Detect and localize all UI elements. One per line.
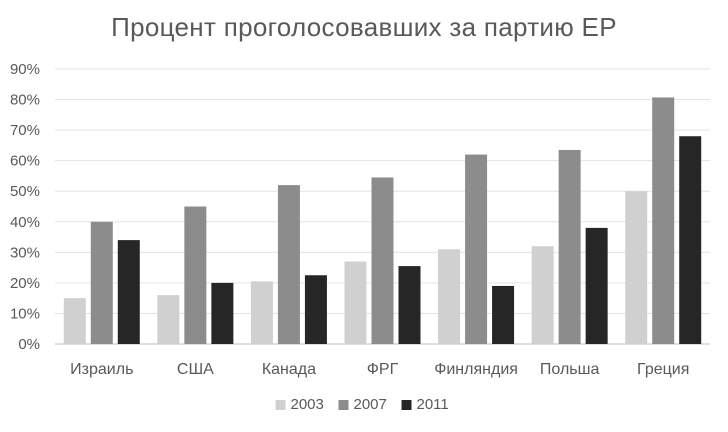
- bar: [157, 295, 180, 344]
- bar: [585, 227, 608, 344]
- legend-label: 2007: [354, 396, 387, 413]
- y-tick-label: 20%: [10, 275, 40, 292]
- category-label: Израиль: [70, 361, 133, 378]
- bar: [184, 206, 207, 344]
- y-tick-label: 40%: [10, 214, 40, 231]
- bar: [250, 281, 273, 344]
- bar: [679, 136, 702, 344]
- bar: [63, 298, 86, 344]
- y-tick-label: 10%: [10, 305, 40, 322]
- bar: [465, 154, 488, 344]
- bar: [211, 282, 234, 344]
- category-label: Греция: [637, 361, 689, 378]
- legend-label: 2003: [291, 396, 324, 413]
- bar: [492, 285, 515, 344]
- bar: [625, 191, 648, 344]
- legend-label: 2011: [417, 396, 449, 413]
- y-tick-label: 50%: [10, 183, 40, 200]
- legend-swatch: [401, 400, 412, 410]
- legend-swatch: [275, 400, 286, 410]
- bar: [117, 240, 140, 344]
- category-label: США: [177, 361, 214, 378]
- bar: [398, 266, 421, 344]
- y-tick-label: 90%: [10, 61, 40, 78]
- legend-swatch: [338, 400, 349, 410]
- category-label: ФРГ: [367, 361, 399, 378]
- y-tick-label: 30%: [10, 244, 40, 261]
- y-tick-label: 60%: [10, 153, 40, 170]
- y-tick-label: 80%: [10, 92, 40, 109]
- y-tick-label: 0%: [18, 336, 40, 353]
- bar: [438, 249, 461, 344]
- bar: [90, 221, 113, 344]
- bar: [344, 261, 367, 344]
- bar: [531, 246, 554, 344]
- category-label: Польша: [540, 361, 600, 378]
- bar: [277, 185, 300, 344]
- bar: [652, 97, 675, 345]
- category-label: Финляндия: [434, 361, 518, 378]
- chart-title: Процент проголосовавших за партию ЕР: [111, 12, 617, 42]
- y-tick-label: 70%: [10, 122, 40, 139]
- category-label: Канада: [262, 361, 316, 378]
- bar: [558, 149, 581, 344]
- bar: [304, 275, 327, 344]
- bar: [371, 177, 394, 344]
